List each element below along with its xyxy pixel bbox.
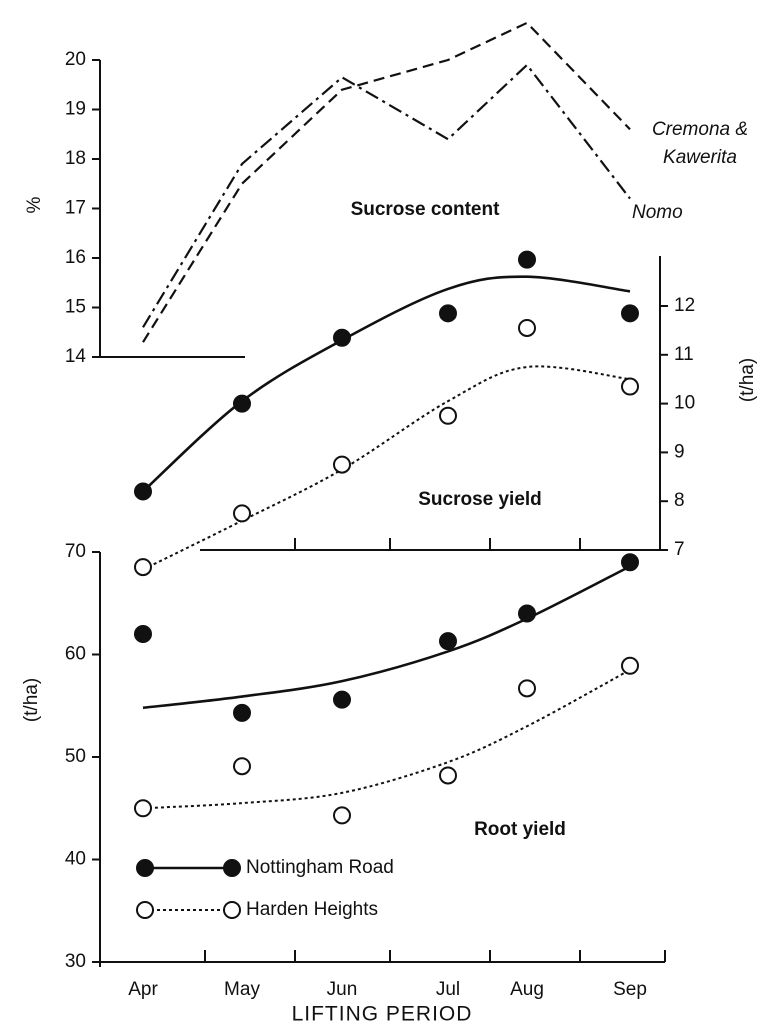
fit-curve (142, 565, 631, 710)
data-point (134, 625, 152, 643)
data-point (621, 304, 639, 323)
y-tick-label: 30 (65, 951, 86, 972)
data-point (621, 656, 639, 675)
legend-marker (223, 859, 241, 877)
data-point (134, 799, 152, 818)
panel-title: Root yield (474, 819, 566, 840)
data-point (134, 482, 152, 501)
data-point (333, 690, 351, 709)
legend-label: Harden Heights (246, 899, 378, 920)
y-tick-label: 7 (674, 539, 685, 560)
y-tick-label: 19 (65, 99, 86, 120)
y-tick-label: 17 (65, 198, 86, 219)
y-tick-label: 12 (674, 295, 695, 316)
data-point (333, 806, 351, 825)
y-tick-label: 40 (65, 849, 86, 870)
y-axis-label: (t/ha) (21, 678, 42, 722)
fit-curve (142, 365, 631, 571)
x-tick-label: Jul (436, 979, 460, 1000)
y-axis-label: % (24, 196, 45, 213)
x-tick-label: Aug (510, 979, 544, 1000)
data-point (518, 604, 536, 623)
data-point (439, 304, 457, 323)
data-point (518, 318, 536, 337)
line (142, 21, 631, 343)
x-axis-label: LIFTING PERIOD (292, 1003, 473, 1026)
panel-title: Sucrose content (351, 199, 501, 220)
data-point (233, 504, 251, 523)
data-point (439, 406, 457, 425)
data-point (333, 328, 351, 347)
y-tick-label: 14 (65, 346, 87, 367)
panel-title: Sucrose yield (418, 489, 542, 510)
y-tick-label: 50 (65, 746, 86, 767)
data-point (233, 757, 251, 776)
y-tick-label: 9 (674, 441, 685, 462)
series-label: Kawerita (663, 147, 737, 168)
y-tick-label: 70 (65, 541, 86, 562)
legend-label: Nottingham Road (246, 857, 394, 878)
line (142, 63, 631, 328)
x-tick-label: Apr (128, 979, 158, 1000)
y-tick-label: 11 (674, 344, 694, 365)
data-point (439, 632, 457, 651)
y-tick-label: 16 (65, 247, 86, 268)
y-tick-label: 20 (65, 49, 86, 70)
data-point (233, 703, 251, 722)
data-point (134, 558, 152, 577)
legend-marker (223, 901, 241, 919)
series-label: Nomo (632, 202, 683, 223)
data-point (333, 455, 351, 474)
y-tick-label: 18 (65, 148, 86, 169)
y-tick-label: 10 (674, 393, 695, 414)
fit-curve (142, 668, 631, 810)
x-tick-label: Jun (327, 979, 358, 1000)
x-tick-label: Sep (613, 979, 647, 1000)
y-tick-label: 8 (674, 490, 685, 511)
data-point (518, 679, 536, 698)
data-point (439, 766, 457, 785)
fit-curve (142, 275, 631, 493)
legend-marker (136, 901, 154, 919)
data-point (518, 250, 536, 269)
data-point (233, 394, 251, 413)
data-point (621, 377, 639, 396)
data-point (621, 553, 639, 572)
y-tick-label: 15 (65, 297, 86, 318)
series-label: Cremona & (652, 119, 748, 140)
x-tick-label: May (224, 979, 260, 1000)
y2-axis-label: (t/ha) (737, 358, 758, 402)
y-tick-label: 60 (65, 644, 86, 665)
legend-marker (136, 859, 154, 877)
